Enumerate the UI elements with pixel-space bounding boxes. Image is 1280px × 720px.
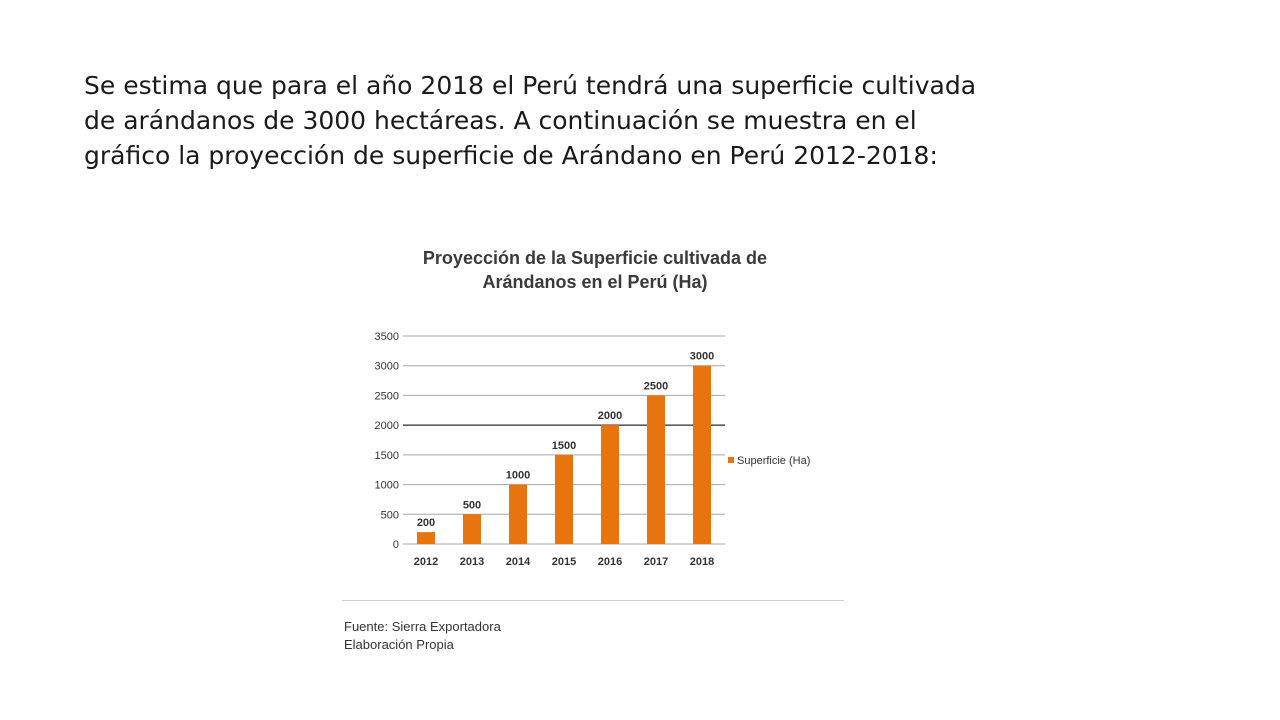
source-line-2: Elaboración Propia [344, 637, 454, 652]
chart-title-line-1: Proyección de la Superficie cultivada de [422, 248, 768, 268]
data-label: 500 [463, 499, 481, 511]
y-tick-label: 1500 [375, 450, 399, 462]
bar [693, 365, 711, 544]
data-label: 3000 [690, 351, 714, 363]
x-tick-label: 2016 [598, 556, 622, 568]
y-tick-label: 500 [381, 509, 399, 521]
intro-line-2: de arándanos de 3000 hectáreas. A contin… [84, 106, 917, 135]
bar [463, 514, 481, 544]
source-line-1: Fuente: Sierra Exportadora [344, 619, 501, 634]
bar [601, 425, 619, 544]
x-tick-label: 2015 [552, 556, 576, 568]
bar [509, 484, 527, 544]
data-label: 200 [417, 517, 435, 529]
y-tick-label: 3000 [375, 361, 399, 373]
y-tick-label: 3500 [375, 331, 399, 343]
x-tick-label: 2018 [690, 556, 714, 568]
source-note: Fuente: Sierra Exportadora Elaboración P… [344, 618, 501, 654]
intro-line-1: Se estima que para el año 2018 el Perú t… [84, 71, 977, 100]
intro-line-3: gráfico la proyección de superficie de A… [84, 141, 938, 170]
bar [555, 454, 573, 544]
legend-swatch [728, 457, 734, 463]
x-tick-label: 2014 [506, 556, 531, 568]
legend-label: Superficie (Ha) [737, 455, 810, 467]
y-tick-label: 0 [393, 539, 399, 551]
y-tick-label: 2000 [375, 420, 399, 432]
source-divider [342, 600, 844, 601]
data-label: 1500 [552, 440, 576, 452]
chart-title-line-2: Arándanos en el Perú (Ha) [482, 272, 708, 292]
y-tick-label: 1000 [375, 480, 399, 492]
x-tick-label: 2013 [460, 556, 484, 568]
data-label: 1000 [506, 470, 530, 482]
x-tick-label: 2012 [414, 556, 438, 568]
data-label: 2000 [598, 410, 622, 422]
y-tick-label: 2500 [375, 390, 399, 402]
bar-chart: 0 500 1000 1500 2000 2500 3000 3500 200 2012 500 20… [375, 331, 811, 568]
data-label: 2500 [644, 380, 668, 392]
bar [417, 532, 435, 544]
bar [647, 395, 665, 544]
x-tick-label: 2017 [644, 556, 668, 568]
intro-paragraph: Se estima que para el año 2018 el Perú t… [84, 68, 1204, 173]
chart-title: Proyección de la Superficie cultivada de… [380, 246, 810, 294]
